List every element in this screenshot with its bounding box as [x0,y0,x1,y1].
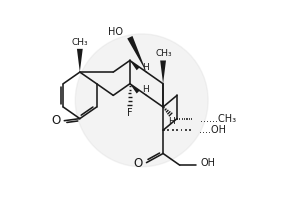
Polygon shape [160,60,166,84]
Circle shape [75,34,208,167]
Text: H: H [142,85,149,94]
Text: H: H [142,63,149,72]
Text: ......CH₃: ......CH₃ [200,114,236,124]
Polygon shape [130,84,140,93]
Polygon shape [127,36,146,72]
Text: CH₃: CH₃ [155,49,172,58]
Text: O: O [134,157,143,170]
Text: ....OH: ....OH [200,125,226,135]
Text: HO: HO [108,27,123,37]
Polygon shape [77,49,83,72]
Text: O: O [51,114,61,127]
Text: H: H [168,117,175,126]
Polygon shape [130,60,140,70]
Text: CH₃: CH₃ [71,38,88,47]
Text: F: F [128,108,133,118]
Text: OH: OH [201,158,216,168]
